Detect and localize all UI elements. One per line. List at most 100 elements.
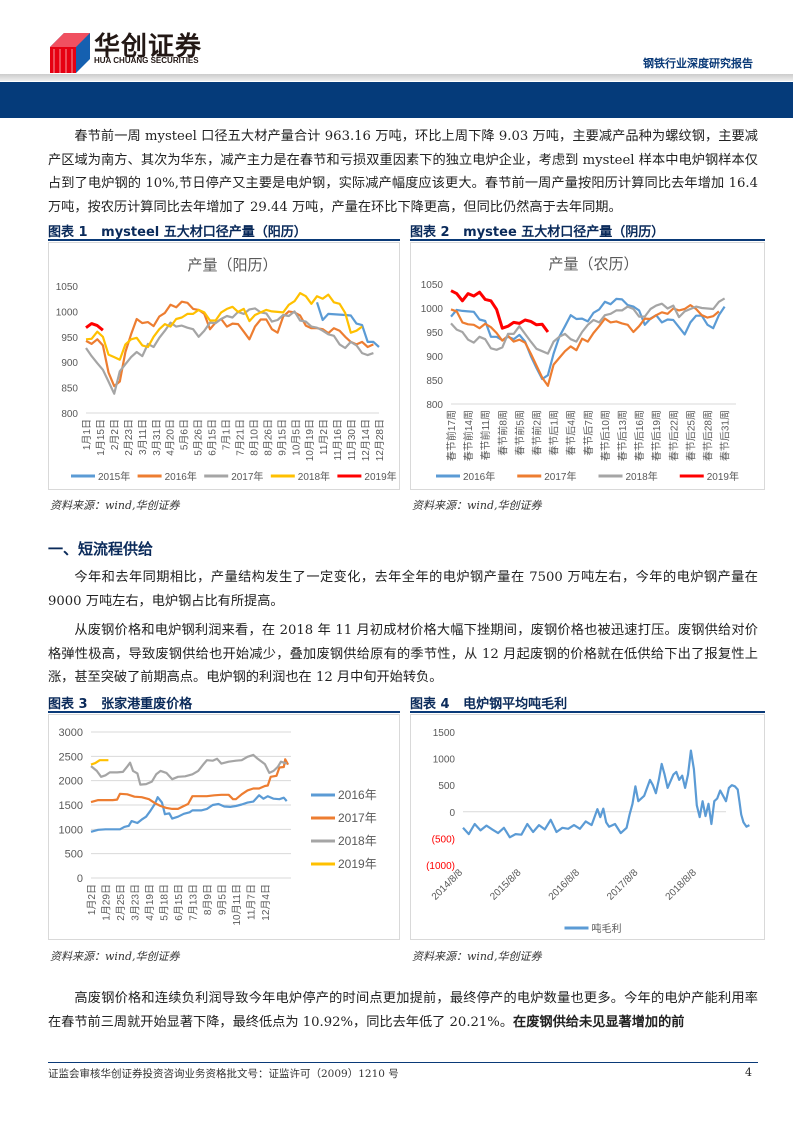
x-tick-label: 春节前11周 bbox=[479, 410, 492, 460]
chart-title: 产量（农历） bbox=[548, 256, 638, 273]
paragraph-4: 高废钢价格和连续负利润导致今年电炉停产的时间点更加提前，最终停产的电炉数量也更多… bbox=[48, 991, 758, 1030]
series-line-2017年 bbox=[85, 307, 374, 395]
x-tick-label: 春节后16周 bbox=[634, 410, 646, 461]
x-tick-label: 3月31日 bbox=[151, 419, 163, 456]
x-tick-label: 5月18日 bbox=[158, 884, 170, 921]
y-tick-label: 1050 bbox=[421, 280, 444, 291]
y-tick-label: 1500 bbox=[433, 728, 456, 739]
x-tick-label: 11月30日 bbox=[346, 419, 358, 461]
legend-label: 2016年 bbox=[165, 470, 197, 483]
series-line-吨毛利 bbox=[462, 749, 750, 839]
y-tick-label: 0 bbox=[449, 808, 455, 819]
series-line-2018年 bbox=[450, 297, 726, 355]
page-number: 4 bbox=[745, 1066, 752, 1079]
x-tick-label: 2015/8/8 bbox=[488, 867, 524, 903]
legend-label: 2017年 bbox=[338, 811, 377, 825]
figure-4-rule bbox=[410, 711, 765, 713]
x-tick-label: 1月15日 bbox=[95, 419, 107, 456]
header-divider bbox=[0, 74, 793, 81]
y-tick-label: 500 bbox=[438, 781, 455, 792]
figure-2-source: 资料来源：wind,华创证券 bbox=[412, 499, 542, 512]
figure-3-source: 资料来源：wind,华创证券 bbox=[50, 950, 180, 963]
x-tick-label: 2月23日 bbox=[123, 419, 135, 456]
y-tick-label: 850 bbox=[61, 384, 78, 395]
y-tick-label: 1500 bbox=[59, 800, 83, 812]
x-tick-label: 春节前17周 bbox=[445, 410, 458, 461]
x-tick-label: 2017/8/8 bbox=[605, 867, 641, 903]
chart-title: 产量（阳历） bbox=[187, 257, 277, 274]
legend-label: 2017年 bbox=[544, 470, 576, 483]
series-line-2019年 bbox=[450, 289, 550, 333]
chart-4: (1000) (500) 0 500 1000 1500 2014/8/8 2015/8/8 2… bbox=[410, 714, 765, 940]
legend-label: 2016年 bbox=[463, 470, 495, 483]
legend-label: 吨毛利 bbox=[592, 922, 622, 935]
paragraph-1: 春节前一周 mysteel 口径五大材产量合计 963.16 万吨，环比上周下降… bbox=[48, 129, 758, 215]
x-tick-label: 11月16日 bbox=[332, 419, 344, 461]
x-tick-label: 4月19日 bbox=[144, 884, 156, 921]
x-tick-label: 2016/8/8 bbox=[547, 867, 583, 903]
x-tick-label: 11月2日 bbox=[318, 419, 330, 455]
x-tick-label: 7月1日 bbox=[221, 419, 233, 450]
y-tick-label: 500 bbox=[65, 849, 83, 861]
paragraph-3: 从废钢价格和电炉钢利润来看，在 2018 年 11 月初成材价格大幅下挫期间，废… bbox=[48, 623, 758, 685]
x-tick-label: 2018/8/8 bbox=[664, 867, 700, 903]
x-tick-label: 2014/8/8 bbox=[430, 867, 466, 903]
x-tick-label: 5月6日 bbox=[179, 419, 191, 450]
series-line-2019年 bbox=[90, 759, 109, 766]
x-tick-label: 10月19日 bbox=[304, 419, 316, 461]
x-tick-label: 9月5日 bbox=[216, 884, 228, 915]
y-tick-label: 950 bbox=[61, 333, 78, 344]
x-tick-label: 春节前8周 bbox=[496, 410, 509, 456]
legend-label: 2019年 bbox=[364, 470, 396, 483]
y-tick-label: 800 bbox=[426, 400, 443, 411]
y-tick-label: 1000 bbox=[433, 755, 456, 766]
y-tick-label: 1000 bbox=[56, 307, 79, 318]
legend-label: 2016年 bbox=[338, 788, 377, 802]
y-tick-label: 2500 bbox=[59, 751, 83, 763]
y-tick-label: 900 bbox=[61, 358, 78, 369]
legend-label: 2015年 bbox=[98, 470, 130, 483]
logo-cube-icon bbox=[50, 33, 90, 73]
y-tick-label: (500) bbox=[432, 834, 455, 845]
brand-name-en: HUA CHUANG SECURITIES bbox=[94, 56, 199, 65]
figure-1-title: 图表 1 mysteel 五大材口径产量（阳历） bbox=[48, 225, 307, 240]
paragraph-2: 今年和去年同期相比，产量结构发生了一定变化，去年全年的电炉钢产量在 7500 万… bbox=[48, 570, 758, 609]
x-tick-label: 9月15日 bbox=[276, 419, 288, 456]
x-tick-label: 春节后10周 bbox=[600, 410, 612, 461]
y-tick-label: 950 bbox=[426, 328, 443, 339]
y-tick-label: 0 bbox=[77, 873, 83, 885]
y-tick-label: 850 bbox=[426, 376, 443, 387]
figure-2-rule bbox=[410, 239, 765, 241]
x-tick-label: 8月9日 bbox=[202, 884, 214, 915]
report-type: 钢铁行业深度研究报告 bbox=[643, 57, 753, 70]
x-tick-label: 12月4日 bbox=[260, 884, 272, 921]
y-tick-label: 1000 bbox=[59, 824, 83, 836]
y-tick-label: 900 bbox=[426, 352, 443, 363]
header-bar bbox=[0, 82, 793, 118]
y-tick-label: 1000 bbox=[421, 304, 444, 315]
legend-label: 2018年 bbox=[338, 834, 377, 848]
x-tick-label: 春节后1周 bbox=[549, 410, 561, 456]
y-tick-label: (1000) bbox=[426, 861, 455, 872]
x-tick-label: 2月25日 bbox=[115, 884, 127, 921]
figure-4-title: 图表 4 电炉钢平均吨毛利 bbox=[410, 697, 568, 712]
x-tick-label: 8月26日 bbox=[262, 419, 274, 456]
series-line-2016年 bbox=[90, 794, 288, 833]
chart-1: 产量（阳历） 800 850 900 950 1000 1050 1月1日 1月15日 2月2日 2… bbox=[48, 242, 400, 490]
series-line-2017年 bbox=[90, 758, 290, 810]
legend-label: 2018年 bbox=[298, 470, 330, 483]
x-tick-label: 11月7日 bbox=[245, 884, 257, 920]
x-tick-label: 1月2日 bbox=[86, 884, 98, 915]
figure-3-rule bbox=[48, 711, 400, 713]
brand-logo bbox=[50, 28, 210, 73]
x-tick-label: 春节前5周 bbox=[513, 410, 526, 456]
x-tick-label: 10月5日 bbox=[290, 419, 302, 456]
chart-2: 产量（农历） 800 850 900 950 1000 1050 春节前17周 春节前14周 春节… bbox=[410, 242, 765, 490]
brand-name-cn: 华创证券 bbox=[94, 32, 203, 62]
x-tick-label: 春节后19周 bbox=[651, 410, 663, 461]
x-tick-label: 3月11日 bbox=[137, 419, 149, 455]
figure-1-rule bbox=[48, 239, 400, 241]
x-tick-label: 8月10日 bbox=[248, 419, 260, 456]
footer-divider bbox=[48, 1062, 758, 1063]
figure-2-title: 图表 2 mystee 五大材口径产量（阴历） bbox=[410, 225, 665, 240]
